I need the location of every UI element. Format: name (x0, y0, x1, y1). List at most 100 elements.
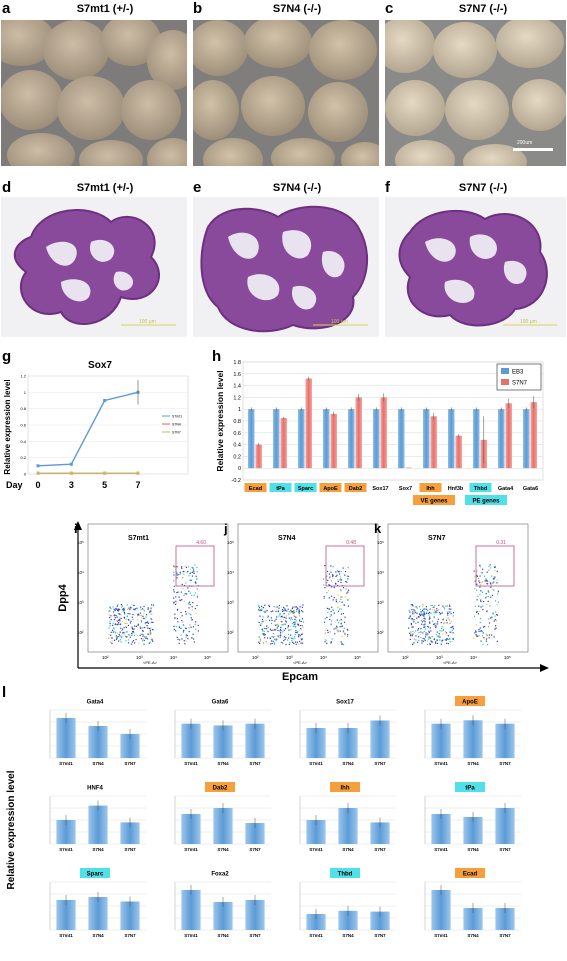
x-tick-label: Sparc (298, 486, 313, 492)
facs-event (481, 630, 483, 632)
facs-event (277, 636, 279, 638)
gene-tag-bg (469, 483, 492, 492)
facs-event (413, 609, 415, 611)
facs-y-tick: 10⁴ (227, 570, 234, 575)
facs-event (291, 610, 293, 613)
facs-event (429, 616, 431, 618)
facs-event (475, 624, 477, 626)
facs-event (481, 591, 484, 593)
facs-event (143, 626, 146, 629)
facs-event (445, 619, 448, 621)
facs-event (448, 604, 451, 606)
facs-event (185, 640, 187, 642)
facs-event (413, 638, 416, 640)
facs-event (281, 624, 283, 626)
facs-event (114, 623, 116, 626)
facs-event (268, 604, 270, 606)
facs-event (152, 640, 154, 642)
facs-event (132, 628, 134, 630)
facs-event (173, 566, 175, 568)
facs-event (435, 634, 437, 636)
facs-event (480, 630, 482, 632)
facs-plot-frame (87, 523, 229, 653)
facs-event (419, 633, 422, 636)
facs-event (274, 643, 276, 645)
facs-event (132, 618, 134, 620)
x-tick-label: Ihh (426, 486, 435, 492)
facs-event (281, 606, 283, 608)
facs-event (267, 627, 269, 629)
x-tick-label: Gata4 (498, 486, 514, 492)
subchart-bar-S7N7 (120, 822, 140, 844)
facs-x-tick: 10⁴ (320, 655, 327, 660)
facs-event (337, 631, 339, 633)
facs-x-tick: 10⁴ (170, 655, 177, 660)
facs-event (441, 612, 443, 614)
facs-event (422, 608, 424, 611)
facs-event (111, 608, 113, 610)
facs-gate (325, 545, 365, 587)
facs-event (144, 636, 146, 638)
bar-EB3-Ecad (248, 409, 255, 469)
facs-event (195, 575, 197, 577)
facs-event (281, 621, 283, 623)
facs-event (328, 607, 330, 610)
facs-event (185, 634, 187, 636)
legend-label: S7mt1 (172, 415, 182, 419)
facs-x-tick: 10³ (436, 655, 443, 660)
facs-event (115, 615, 117, 617)
panel-l-y-label: Relative expression level (6, 770, 17, 889)
facs-event (276, 638, 278, 640)
facs-event (196, 571, 198, 573)
facs-event (347, 589, 350, 591)
subchart-title: Gata4 (87, 700, 104, 706)
facs-event (414, 611, 416, 613)
facs-event (298, 610, 300, 613)
facs-event (176, 577, 178, 579)
facs-event (258, 641, 260, 643)
facs-event (323, 597, 325, 600)
facs-event (175, 602, 177, 604)
facs-event (483, 575, 486, 577)
facs-event (293, 624, 295, 626)
facs-event (486, 637, 488, 639)
facs-event (272, 629, 274, 631)
facs-event (492, 588, 494, 591)
facs-event (119, 608, 121, 611)
facs-event (443, 607, 445, 609)
facs-gate-value: 4.60 (196, 540, 206, 546)
facs-event (173, 602, 175, 604)
facs-event (136, 607, 138, 609)
facs-event (188, 630, 190, 633)
facs-event (150, 618, 152, 620)
facs-event (184, 565, 186, 567)
facs-event (149, 629, 152, 631)
facs-event (340, 619, 342, 621)
facs-event (416, 607, 418, 609)
bar-EB3-Hnf3b (448, 409, 455, 469)
facs-event (291, 622, 294, 625)
facs-event (141, 608, 144, 610)
facs-event (494, 618, 496, 621)
y-tick-label: 1 (238, 407, 241, 413)
subchart-bar-S7N7 (120, 901, 140, 930)
facs-event (282, 642, 284, 645)
facs-event (294, 606, 296, 608)
facs-event (115, 638, 118, 641)
facs-event (439, 639, 441, 641)
pe-legend-label: PE genes (472, 499, 500, 505)
facs-event (326, 607, 329, 610)
facs-event (428, 612, 430, 614)
facs-event (174, 617, 176, 619)
facs-event (423, 630, 425, 633)
facs-event (120, 617, 122, 620)
facs-event (175, 630, 177, 632)
facs-event (494, 566, 496, 569)
subchart-x-label: S7N4 (467, 761, 479, 766)
facs-event (492, 582, 494, 584)
facs-event (326, 578, 328, 580)
facs-event (143, 610, 145, 612)
facs-event (431, 612, 433, 614)
facs-event (408, 627, 410, 629)
facs-event (333, 612, 335, 614)
